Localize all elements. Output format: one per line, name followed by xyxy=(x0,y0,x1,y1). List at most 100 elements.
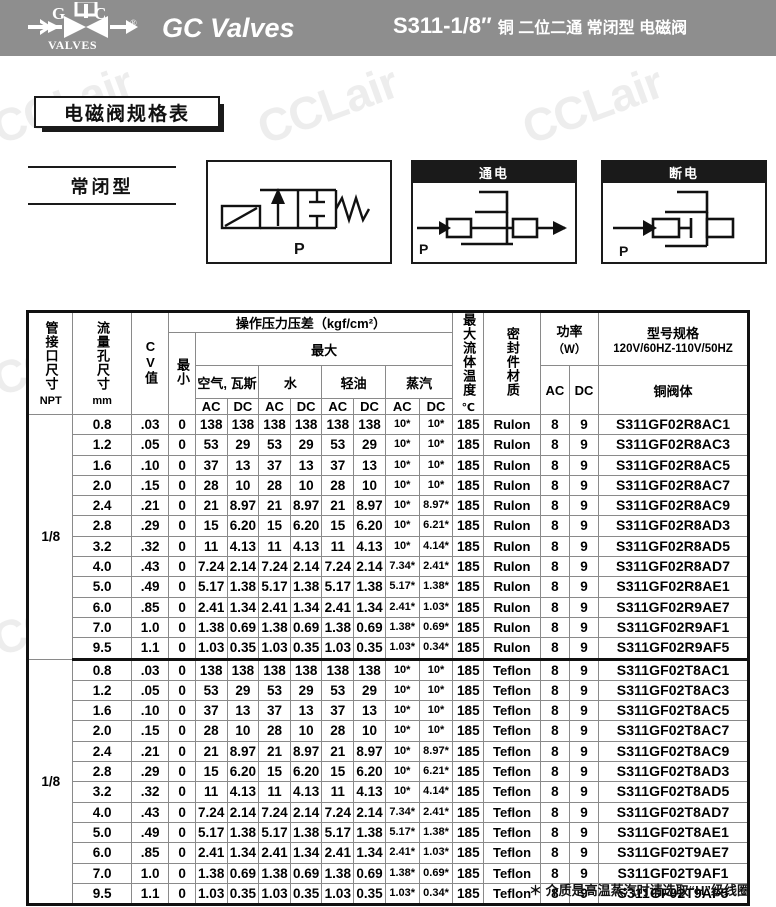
cell-temp: 185 xyxy=(452,821,485,844)
cell-model-number: S311GF02T9AE7 xyxy=(598,842,750,864)
cell-orifice: 5.0 xyxy=(72,576,132,598)
cell-steam-dc: 10* xyxy=(418,720,454,742)
cell-oil-ac: 7.24 xyxy=(321,556,355,578)
inlet-arrow-icon xyxy=(643,220,657,236)
cell-orifice: 1.2 xyxy=(72,679,132,702)
table-row: 5.0.49 0 5.17 1.38 5.17 1.38 5.17 1.38 5.17* 1.38… xyxy=(28,821,750,844)
cell-steam-ac: 1.38* xyxy=(384,616,420,639)
cell-water-dc: 0.69 xyxy=(289,862,323,884)
cell-temp: 185 xyxy=(452,700,485,722)
cell-air-dc: 4.13 xyxy=(226,535,260,558)
cell-air-ac: 28 xyxy=(194,720,228,742)
table-row: 1.6.10 0 37 13 37 13 37 13 10* 10* 185 Rulon 8 9 S311G… xyxy=(28,454,750,476)
cell-steam-ac: 7.34* xyxy=(384,801,420,823)
cell-model-number: S311GF02T8AD5 xyxy=(598,781,750,803)
cell-temp: 185 xyxy=(452,679,485,702)
cell-min: 0 xyxy=(168,882,196,907)
cell-min: 0 xyxy=(168,740,196,763)
cell-air-dc: 1.34 xyxy=(226,596,260,618)
flow-arrow-icon xyxy=(271,188,285,204)
cell-steam-dc: 2.41* xyxy=(418,556,454,578)
cell-steam-dc: 0.69* xyxy=(418,862,454,884)
cell-w-dc: 9 xyxy=(568,474,600,497)
cell-w-dc: 9 xyxy=(568,637,600,661)
cell-oil-ac: 2.41 xyxy=(321,596,355,618)
cell-seal: Teflon xyxy=(483,842,541,864)
cell-model-number: S311GF02R8AC9 xyxy=(598,495,750,517)
cell-air-ac: 138 xyxy=(194,658,228,681)
cell-model-number: S311GF02T8AD3 xyxy=(598,761,750,783)
cell-water-dc: 1.34 xyxy=(289,596,323,618)
cell-air-ac: 15 xyxy=(194,761,228,783)
cell-seal: Teflon xyxy=(483,882,541,907)
cell-air-ac: 15 xyxy=(194,515,228,537)
solenoid-valve-spec-table: 管接口尺寸 NPT 流量孔尺寸 mm CV值 操作压力压差（kgf/cm²） 最… xyxy=(25,310,750,907)
cell-cv: .10 xyxy=(130,454,170,476)
energized-caption: 通电 xyxy=(413,162,575,183)
cell-orifice: 2.0 xyxy=(72,474,132,497)
header-power-ac: AC xyxy=(539,365,570,415)
cell-water-ac: 5.17 xyxy=(258,576,291,598)
cell-orifice: 4.0 xyxy=(72,801,132,823)
cell-cv: .05 xyxy=(130,679,170,702)
cell-oil-ac: 11 xyxy=(321,535,355,558)
cell-oil-ac: 37 xyxy=(321,700,355,722)
header-water: 水 xyxy=(258,365,323,399)
cell-seal: Teflon xyxy=(483,862,541,884)
cell-orifice: 2.8 xyxy=(72,761,132,783)
cell-min: 0 xyxy=(168,576,196,598)
cell-w-dc: 9 xyxy=(568,842,600,864)
cell-w-ac: 8 xyxy=(539,576,570,598)
table-row: 6.0.85 0 2.41 1.34 2.41 1.34 2.41 1.34 2.41* 1.03… xyxy=(28,596,750,618)
cell-w-ac: 8 xyxy=(539,801,570,823)
header-port-size: 管接口尺寸 NPT xyxy=(25,310,74,415)
cell-water-dc: 29 xyxy=(289,434,323,456)
port-label-p: P xyxy=(294,241,305,258)
cell-orifice: 0.8 xyxy=(72,413,132,436)
cell-water-ac: 11 xyxy=(258,781,291,803)
cell-water-dc: 4.13 xyxy=(289,781,323,803)
cell-cv: .49 xyxy=(130,821,170,844)
cell-oil-ac: 53 xyxy=(321,679,355,702)
cell-steam-dc: 10* xyxy=(418,454,454,476)
cell-min: 0 xyxy=(168,556,196,578)
cell-orifice: 3.2 xyxy=(72,781,132,803)
cell-orifice: 7.0 xyxy=(72,616,132,639)
cell-steam-dc: 10* xyxy=(418,413,454,436)
brand-name: GC Valves xyxy=(162,12,295,43)
cell-oil-ac: 15 xyxy=(321,761,355,783)
cell-water-dc: 2.14 xyxy=(289,556,323,578)
cell-w-dc: 9 xyxy=(568,882,600,907)
cell-seal: Rulon xyxy=(483,556,541,578)
cell-min: 0 xyxy=(168,535,196,558)
cell-seal: Rulon xyxy=(483,596,541,618)
cell-model-number: S311GF02T8AC5 xyxy=(598,700,750,722)
cell-water-dc: 1.34 xyxy=(289,842,323,864)
cell-air-ac: 53 xyxy=(194,679,228,702)
cell-water-ac: 15 xyxy=(258,515,291,537)
cell-air-ac: 21 xyxy=(194,495,228,517)
cell-model-number: S311GF02R9AF1 xyxy=(598,616,750,639)
cell-water-dc: 138 xyxy=(289,413,323,436)
cell-steam-dc: 0.69* xyxy=(418,616,454,639)
registered-trademark-icon: ® xyxy=(130,18,137,28)
cell-steam-ac: 10* xyxy=(384,413,420,436)
header-power: 功率 （W） xyxy=(539,310,600,366)
cell-w-ac: 8 xyxy=(539,474,570,497)
cell-oil-ac: 2.41 xyxy=(321,842,355,864)
cell-temp: 185 xyxy=(452,882,485,907)
cell-steam-ac: 1.03* xyxy=(384,637,420,661)
cell-air-dc: 138 xyxy=(226,658,260,681)
cell-air-ac: 21 xyxy=(194,740,228,763)
cell-oil-dc: 10 xyxy=(353,474,386,497)
cell-w-ac: 8 xyxy=(539,842,570,864)
cell-temp: 185 xyxy=(452,515,485,537)
cell-oil-dc: 13 xyxy=(353,454,386,476)
cell-min: 0 xyxy=(168,434,196,456)
cell-air-ac: 2.41 xyxy=(194,596,228,618)
cell-steam-dc: 2.41* xyxy=(418,801,454,823)
cell-air-dc: 13 xyxy=(226,700,260,722)
cell-oil-ac: 21 xyxy=(321,495,355,517)
cell-oil-ac: 138 xyxy=(321,413,355,436)
cell-temp: 185 xyxy=(452,434,485,456)
